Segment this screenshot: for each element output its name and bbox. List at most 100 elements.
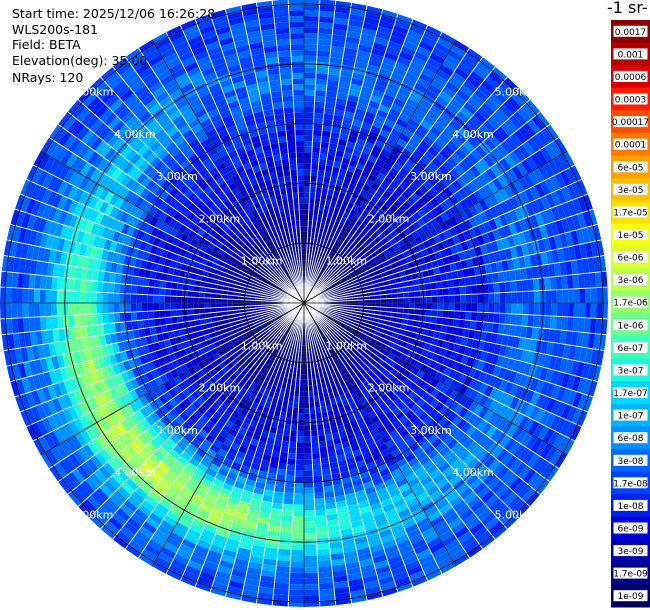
range-gate — [334, 268, 340, 275]
range-gate — [466, 337, 474, 348]
range-gate — [136, 294, 143, 303]
range-gate — [68, 278, 75, 291]
range-gate — [436, 310, 444, 318]
range-gate — [107, 292, 114, 303]
range-gate — [587, 333, 596, 349]
range-gate — [442, 287, 449, 296]
range-gate — [469, 115, 483, 129]
range-gate — [311, 452, 321, 460]
range-gate — [398, 152, 410, 163]
range-gate — [320, 141, 330, 149]
range-gate — [416, 77, 431, 89]
range-gate — [595, 271, 602, 288]
range-gate — [311, 158, 320, 165]
range-gate — [334, 155, 343, 163]
range-gate — [304, 425, 311, 431]
range-gate — [74, 314, 81, 328]
range-gate — [540, 395, 551, 411]
range-gate — [318, 577, 334, 584]
range-gate — [462, 156, 475, 169]
range-gate — [488, 399, 499, 413]
range-gate — [341, 252, 348, 259]
range-gate — [292, 515, 304, 522]
range-gate — [518, 337, 526, 350]
range-gate — [595, 349, 605, 367]
range-gate — [430, 217, 440, 228]
range-gate — [378, 67, 393, 78]
range-gate — [369, 168, 380, 178]
range-gate — [542, 328, 550, 342]
range-gate — [478, 199, 489, 212]
range-gate — [394, 19, 411, 30]
range-gate — [529, 185, 541, 201]
range-gate — [442, 160, 454, 172]
range-gate — [533, 315, 540, 328]
range-gate — [354, 108, 367, 117]
range-gate — [453, 371, 463, 382]
range-gate — [319, 10, 335, 18]
range-gate — [362, 329, 369, 336]
range-gate — [154, 279, 161, 288]
range-gate — [148, 278, 156, 288]
range-gate — [131, 320, 139, 331]
range-gate — [316, 56, 330, 63]
range-gate — [452, 93, 467, 107]
range-gate — [406, 196, 416, 206]
range-gate — [480, 102, 495, 117]
range-gate — [355, 219, 363, 227]
range-gate — [424, 283, 432, 291]
range-gate — [334, 323, 340, 329]
range-gate — [503, 270, 511, 282]
range-gate — [572, 391, 583, 408]
range-gate — [422, 328, 430, 337]
range-gate — [295, 453, 304, 460]
range-gate — [460, 259, 469, 270]
range-gate — [334, 309, 341, 313]
range-gate — [415, 250, 424, 260]
range-gate — [277, 463, 288, 470]
range-gate — [432, 121, 446, 133]
range-gate — [587, 209, 598, 226]
range-gate — [453, 191, 464, 203]
range-gate — [405, 97, 420, 109]
range-gate — [374, 139, 386, 149]
range-gate — [311, 226, 316, 233]
range-gate — [360, 33, 376, 43]
range-gate — [304, 408, 310, 414]
range-gate — [402, 77, 417, 88]
range-gate — [355, 234, 363, 242]
range-gate — [398, 270, 406, 278]
range-gate — [556, 204, 567, 220]
range-gate — [423, 342, 432, 351]
range-gate — [454, 303, 461, 312]
range-gate — [444, 333, 452, 342]
range-gate — [393, 123, 405, 134]
range-gate — [361, 27, 377, 37]
range-gate — [465, 303, 472, 312]
range-gate — [282, 498, 294, 505]
range-gate — [584, 347, 594, 364]
range-gate — [404, 268, 412, 276]
range-gate — [304, 197, 310, 204]
range-gate — [450, 351, 459, 362]
range-gate — [331, 126, 342, 134]
range-gate — [372, 163, 383, 173]
range-gate — [358, 303, 364, 307]
range-gate — [408, 92, 422, 104]
range-gate — [405, 158, 417, 169]
range-gate — [314, 274, 319, 281]
range-gate — [487, 312, 495, 323]
range-gate — [275, 565, 291, 573]
range-gate — [304, 192, 310, 198]
range-gate — [483, 208, 494, 221]
range-gate — [426, 303, 432, 310]
range-gate — [559, 358, 569, 373]
range-gate — [339, 276, 346, 282]
range-gate — [108, 282, 115, 293]
range-gate — [380, 62, 395, 73]
range-gate — [315, 73, 329, 80]
range-gate — [404, 35, 421, 46]
range-gate — [423, 165, 435, 177]
range-gate — [159, 280, 167, 289]
range-gate — [395, 171, 406, 182]
